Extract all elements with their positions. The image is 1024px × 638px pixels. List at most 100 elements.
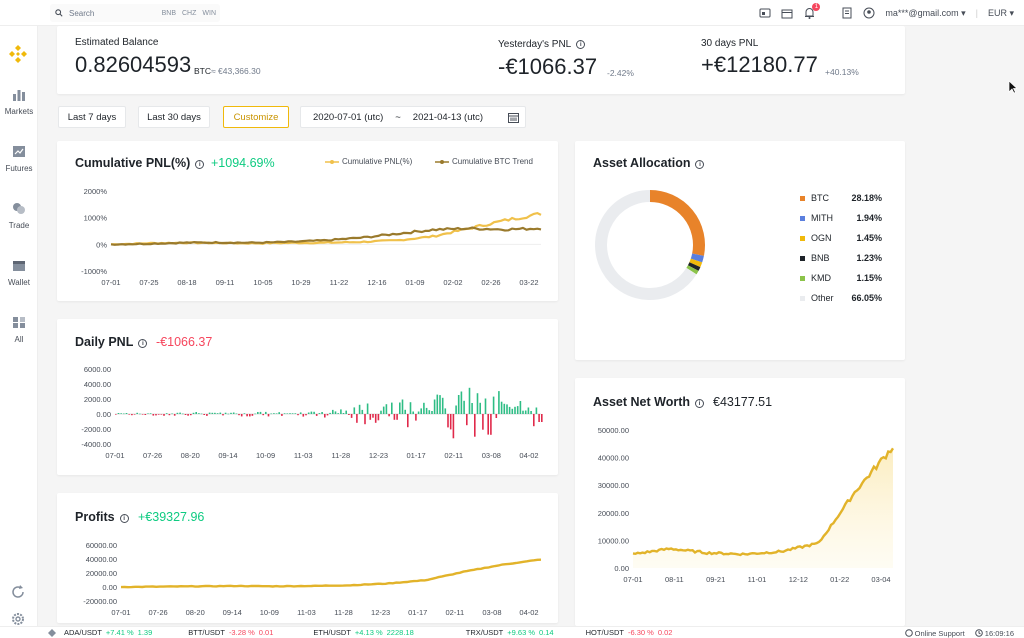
cumulative-y-tick-label: 2000% [84, 187, 108, 196]
daily-pnl-bar [334, 411, 337, 414]
ticker-item[interactable]: ADA/USDT +7.41 % 1.39 [64, 628, 152, 637]
clock: 16:09:16 [974, 628, 1014, 638]
ticker-item[interactable]: BTT/USDT -3.28 % 0.01 [188, 628, 273, 637]
daily-pnl-bar [356, 414, 358, 423]
cumulative-x-tick-label: 08-18 [177, 278, 196, 287]
asset-net-worth-value: €43177.51 [713, 395, 773, 409]
sidebar-item-markets[interactable]: Markets [0, 88, 38, 116]
daily-pnl-bar [265, 411, 267, 414]
info-icon[interactable]: i [119, 514, 129, 523]
sidebar-item-trade[interactable]: Trade [0, 202, 38, 230]
daily-pnl-bar [428, 410, 431, 414]
networth-y-tick-label: 0.00 [614, 564, 629, 573]
daily-pnl-bar [257, 412, 259, 414]
daily-pnl-card: Daily PNL i -€1066.37 6000.00 4000.00 2000.… [57, 319, 558, 475]
ticker-item[interactable]: ETH/USDT +4.13 % 2228.18 [313, 628, 413, 637]
asset-allocation-title: Asset Allocation i [593, 156, 705, 170]
customize-button[interactable]: Customize [223, 106, 289, 128]
daily-pnl-bar [444, 408, 447, 414]
daily-pnl-bar [420, 408, 422, 414]
clock-icon [974, 628, 983, 637]
account-email[interactable]: ma***@gmail.com ▾ [885, 7, 966, 18]
ticker-item[interactable]: TRX/USDT +9.63 % 0.14 [466, 628, 554, 637]
currency-select[interactable]: EUR ▾ [987, 7, 1014, 18]
daily-pnl-bar [310, 411, 313, 414]
daily-pnl-bar [332, 409, 334, 414]
refresh-icon[interactable] [10, 584, 26, 600]
info-icon[interactable]: i [576, 40, 586, 49]
info-icon[interactable]: i [695, 160, 705, 169]
orders-icon[interactable] [781, 7, 793, 19]
daily-pnl-bar [468, 387, 471, 414]
daily-x-tick-label: 01-17 [406, 451, 425, 460]
info-icon[interactable]: i [195, 160, 205, 169]
sidebar-item-wallet[interactable]: Wallet [0, 259, 38, 287]
daily-pnl-bar [401, 399, 404, 414]
balance-card: Estimated Balance 0.82604593 BTC ≈ €43,3… [57, 26, 905, 94]
asset-net-worth-chart: 50000.00 40000.00 30000.00 20000.00 10000.00… [598, 426, 895, 584]
settings-icon[interactable] [10, 611, 26, 627]
date-separator: ~ [395, 111, 401, 123]
binance-logo-icon[interactable] [8, 44, 28, 64]
search-tag[interactable]: BNB [161, 9, 176, 17]
legend-cumulative-pnl: Cumulative PNL(%) [325, 157, 412, 166]
search-tag[interactable]: CHZ [182, 9, 197, 17]
sidebar-item-all[interactable]: All [0, 316, 38, 344]
daily-pnl-bar [128, 414, 130, 415]
allocation-row-kmd: KMD 1.15% [800, 273, 882, 283]
cumulative-y-tick-label: 0% [96, 240, 107, 249]
allocation-swatch [800, 255, 805, 261]
cumulative-x-tick-label: 11-22 [330, 278, 349, 287]
bell-icon[interactable]: 1 [803, 3, 821, 19]
download-icon[interactable] [759, 7, 771, 19]
legend-swatch [325, 159, 339, 164]
ticker-price: 2228.18 [386, 628, 414, 637]
daily-pnl-bar [235, 413, 238, 415]
allocation-pct: 66.05% [851, 293, 882, 303]
ticker-item[interactable]: HOT/USDT -6.30 % 0.02 [586, 628, 673, 637]
ticker-pair: ADA/USDT [64, 628, 102, 637]
last-30-days-button[interactable]: Last 30 days [138, 106, 210, 128]
daily-pnl-bar [348, 414, 350, 415]
last-7-days-button[interactable]: Last 7 days [58, 106, 126, 128]
calendar-icon[interactable] [508, 112, 519, 123]
estimated-balance-fiat: ≈ €43,366.30 [211, 66, 261, 76]
divider: | [975, 8, 978, 18]
wallet-icon [13, 261, 25, 271]
daily-pnl-bar [313, 411, 315, 414]
cumulative-pnl-value: +1094.69% [211, 156, 275, 170]
search-input[interactable]: Search BNB CHZ WIN [50, 4, 220, 22]
daily-pnl-bar [404, 409, 406, 414]
daily-x-tick-label: 11-03 [294, 451, 313, 460]
profits-y-tick-label: 20000.00 [86, 569, 117, 578]
daily-pnl-bar [123, 413, 125, 415]
networth-x-tick-label: 07-01 [623, 575, 642, 584]
asset-net-worth-card: Asset Net Worth i €43177.51 50000.00 40000… [575, 378, 905, 626]
daily-pnl-bar [522, 410, 524, 414]
daily-x-tick-label: 02-11 [444, 451, 463, 460]
ticker-pair: HOT/USDT [585, 628, 624, 637]
sidebar-item-label: Trade [8, 221, 30, 230]
ticker-price: 0.02 [657, 628, 673, 637]
daily-pnl-bar [163, 414, 165, 416]
info-icon[interactable]: i [138, 339, 148, 348]
end-date[interactable]: 2021-04-13 (utc) [412, 111, 484, 123]
date-range-picker[interactable]: 2020-07-01 (utc) ~ 2021-04-13 (utc) [300, 106, 526, 128]
online-support-link[interactable]: Online Support [904, 629, 965, 638]
daily-pnl-bar [232, 412, 235, 414]
allocation-name: Other [811, 293, 834, 303]
yesterday-pnl-pct: -2.42% [607, 68, 634, 78]
networth-y-tick-label: 10000.00 [598, 536, 629, 545]
user-icon[interactable] [863, 7, 875, 19]
sidebar-item-futures[interactable]: Futures [0, 145, 38, 173]
document-icon[interactable] [841, 7, 853, 19]
info-icon[interactable]: i [695, 399, 705, 408]
daily-pnl-bar [262, 414, 264, 416]
ticker-price: 1.39 [137, 628, 153, 637]
search-tag[interactable]: WIN [202, 9, 216, 17]
daily-pnl-bar [417, 411, 420, 414]
daily-pnl-bar [141, 414, 144, 415]
daily-pnl-bar [214, 412, 216, 414]
start-date[interactable]: 2020-07-01 (utc) [313, 111, 384, 123]
networth-x-tick-label: 09-21 [706, 575, 725, 584]
